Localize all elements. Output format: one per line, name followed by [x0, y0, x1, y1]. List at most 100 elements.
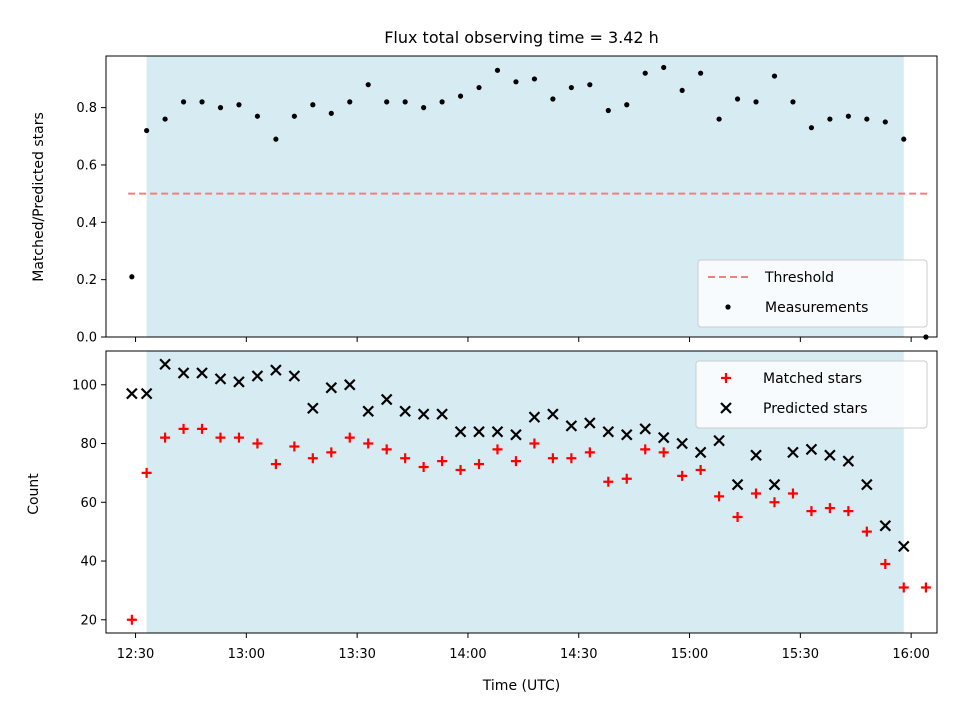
data-point	[381, 444, 392, 455]
data-point	[528, 411, 541, 423]
data-point	[180, 99, 187, 105]
data-point	[384, 99, 390, 105]
data-point	[750, 449, 762, 462]
x-tick-label: 12:30	[117, 647, 154, 662]
data-point	[640, 444, 651, 455]
data-point	[288, 370, 301, 382]
data-point	[920, 582, 931, 593]
data-point	[806, 506, 817, 517]
data-point	[679, 87, 685, 94]
data-point	[658, 447, 669, 458]
data-point	[676, 437, 688, 450]
data-point	[587, 82, 593, 88]
data-point	[603, 476, 614, 487]
legend-label: Threshold	[764, 270, 834, 286]
data-point	[159, 358, 171, 370]
data-point	[550, 96, 556, 102]
y-tick-label: 60	[80, 496, 97, 511]
data-point	[879, 520, 892, 532]
data-point	[214, 373, 227, 385]
x-axis-label: Time (UTC)	[482, 678, 560, 694]
data-point	[365, 82, 371, 88]
data-point	[418, 462, 429, 473]
data-point	[474, 459, 485, 470]
data-point	[402, 99, 408, 105]
legend-marker	[721, 373, 731, 383]
y-tick-label: 0.0	[76, 331, 97, 346]
data-point	[547, 408, 559, 420]
y-tick-label: 100	[72, 378, 97, 393]
legend-box	[695, 360, 928, 429]
data-point	[455, 464, 466, 475]
data-point	[731, 478, 744, 491]
data-point	[605, 107, 611, 114]
data-point	[657, 431, 670, 444]
data-point	[126, 387, 138, 400]
data-point	[273, 136, 279, 142]
data-point	[307, 402, 319, 415]
data-point	[326, 447, 337, 458]
y-tick-label: 0.6	[76, 158, 97, 173]
data-point	[494, 67, 501, 73]
data-point	[270, 364, 282, 376]
data-point	[547, 453, 558, 464]
legend-label: Measurements	[765, 300, 868, 316]
data-point	[787, 446, 799, 459]
data-point	[233, 432, 244, 443]
data-point	[661, 64, 667, 71]
legend-marker	[725, 304, 731, 310]
x-tick-label: 13:30	[338, 647, 375, 662]
data-point	[492, 444, 503, 455]
data-point	[270, 459, 281, 470]
data-point	[196, 367, 208, 379]
data-point	[454, 426, 467, 438]
data-point	[531, 76, 538, 82]
data-point	[529, 438, 540, 449]
data-point	[510, 428, 522, 441]
legend-label: Predicted stars	[763, 401, 868, 417]
data-point	[197, 423, 208, 434]
data-point	[344, 432, 355, 443]
data-point	[897, 540, 910, 553]
x-tick-label: 13:00	[228, 647, 265, 662]
data-point	[565, 420, 578, 432]
data-point	[129, 274, 135, 280]
x-tick-label: 14:30	[560, 647, 597, 662]
legend-box	[697, 259, 928, 328]
chart-title: Flux total observing time = 3.42 h	[384, 28, 659, 47]
data-point	[864, 116, 870, 122]
data-point	[437, 456, 448, 467]
data-point	[824, 449, 836, 462]
data-point	[639, 423, 652, 435]
data-point	[861, 526, 872, 537]
data-point	[824, 503, 835, 514]
data-point	[363, 438, 374, 449]
data-point	[753, 99, 759, 105]
data-point	[584, 417, 596, 429]
data-point	[254, 113, 261, 119]
data-point	[827, 116, 833, 122]
data-point	[473, 426, 485, 438]
data-point	[842, 455, 855, 467]
data-point	[843, 506, 854, 517]
data-point	[126, 614, 137, 625]
data-point	[417, 408, 430, 420]
data-point	[457, 93, 464, 99]
data-point	[695, 464, 706, 475]
data-point	[291, 113, 297, 119]
x-tick-label: 16:00	[892, 647, 929, 662]
data-point	[328, 110, 334, 116]
data-point	[880, 558, 891, 569]
data-point	[584, 447, 595, 458]
data-point	[713, 434, 725, 447]
data-point	[347, 99, 353, 105]
data-point	[861, 478, 873, 491]
data-point	[620, 428, 633, 441]
bottom-y-axis-label: Count	[26, 473, 42, 515]
data-point	[310, 102, 316, 108]
data-point	[769, 497, 780, 508]
data-point	[400, 453, 411, 464]
legend-marker	[720, 402, 732, 414]
data-point	[439, 99, 445, 105]
